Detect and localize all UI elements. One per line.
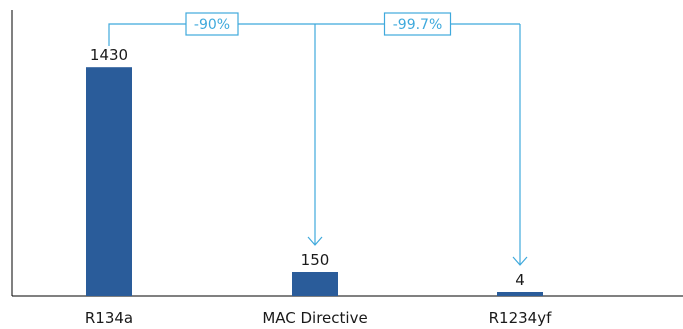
annotation-arrowhead-mac-directive: [307, 236, 323, 246]
bars-layer: [86, 67, 543, 296]
bar-r134a: [86, 67, 132, 296]
annotation-box-1: [185, 12, 239, 36]
annotation-arrowhead-r1234yf: [512, 256, 528, 266]
data-label-r1234yf: 4: [515, 271, 525, 289]
annotation-label-2: -99.7%: [393, 17, 443, 33]
x-tick-label-mac-directive: MAC Directive: [262, 309, 367, 327]
annotation-box-2: [383, 12, 452, 36]
labels-layer: 1430 R134a 150 MAC Directive 4 R1234yf: [85, 46, 552, 327]
annotation-label-1: -90%: [194, 17, 230, 33]
x-tick-label-r134a: R134a: [85, 309, 133, 327]
data-label-mac-directive: 150: [301, 251, 330, 269]
x-tick-label-r1234yf: R1234yf: [489, 309, 552, 327]
annotations-layer: -90% -99.7%: [108, 12, 528, 266]
bar-mac-directive: [292, 272, 338, 296]
bar-r1234yf: [497, 292, 543, 296]
annotation-bracket-line: [108, 23, 520, 46]
data-label-r134a: 1430: [90, 46, 128, 64]
